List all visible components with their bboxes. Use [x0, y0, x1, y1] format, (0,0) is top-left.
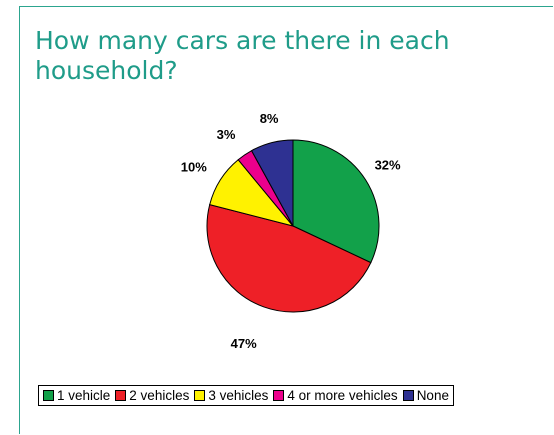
- slide-frame: [19, 6, 553, 434]
- slide-title: How many cars are there in each househol…: [35, 26, 450, 85]
- legend-label: 1 vehicle: [57, 388, 111, 403]
- legend-label: None: [416, 388, 449, 403]
- pie-slice-none: [250, 139, 294, 227]
- legend-swatch: [43, 390, 54, 401]
- pie-label-4-or-more-vehicles: 3%: [217, 127, 236, 142]
- pie-slice-2-vehicles: [206, 204, 372, 313]
- pie-label-none: 8%: [260, 111, 279, 126]
- legend-item-4-or-more-vehicles: 4 or more vehicles: [273, 388, 398, 403]
- legend-label: 4 or more vehicles: [287, 388, 398, 403]
- legend-swatch: [115, 390, 127, 401]
- legend-item-2-vehicles: 2 vehicles: [115, 388, 189, 403]
- chart-legend: 1 vehicle 2 vehicles 3 vehicles 4 or more v…: [38, 385, 454, 406]
- pie-label-1-vehicle: 32%: [375, 157, 401, 172]
- legend-swatch: [273, 390, 285, 401]
- pie-slice-1-vehicle: [292, 139, 380, 264]
- legend-item-1-vehicle: 1 vehicle: [43, 388, 110, 403]
- pie-label-2-vehicles: 47%: [231, 336, 257, 351]
- legend-label: 2 vehicles: [129, 388, 190, 403]
- legend-item-none: None: [402, 388, 449, 403]
- legend-swatch: [194, 390, 206, 401]
- legend-swatch: [402, 390, 414, 401]
- pie-label-3-vehicles: 10%: [181, 160, 207, 175]
- legend-label: 3 vehicles: [208, 388, 269, 403]
- legend-item-3-vehicles: 3 vehicles: [194, 388, 268, 403]
